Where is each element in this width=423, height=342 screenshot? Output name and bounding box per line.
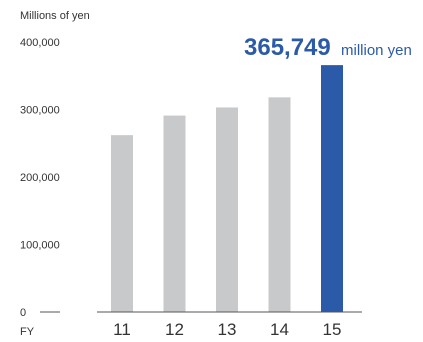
x-tick-label-13: 13 [218, 320, 237, 339]
y-tick-label-3: 300,000 [20, 105, 60, 117]
y-tick-label-2: 200,000 [20, 172, 60, 184]
bar-fy12 [163, 115, 186, 312]
x-tick-label-15: 15 [323, 320, 342, 339]
y-axis-unit-label: Millions of yen [20, 10, 90, 22]
bar-fy13 [216, 107, 238, 312]
x-tick-label-14: 14 [270, 320, 289, 339]
y-tick-label-1: 100,000 [20, 240, 60, 252]
x-axis-ticks: 11 12 13 14 15 [113, 320, 341, 339]
bar-fy14 [268, 97, 291, 312]
bars [111, 65, 343, 313]
y-axis-ticks: 0 100,000 200,000 300,000 400,000 [20, 37, 60, 319]
x-tick-label-11: 11 [113, 320, 131, 339]
y-tick-label-4: 400,000 [20, 37, 60, 49]
highlight-value-label: 365,749 [244, 34, 331, 61]
bar-fy11 [111, 135, 133, 312]
highlight-unit-label: million yen [341, 42, 412, 59]
x-tick-label-12: 12 [165, 320, 184, 339]
x-axis-fy-label: FY [20, 326, 35, 338]
bar-fy15 [321, 65, 343, 313]
y-tick-label-0: 0 [20, 307, 26, 319]
